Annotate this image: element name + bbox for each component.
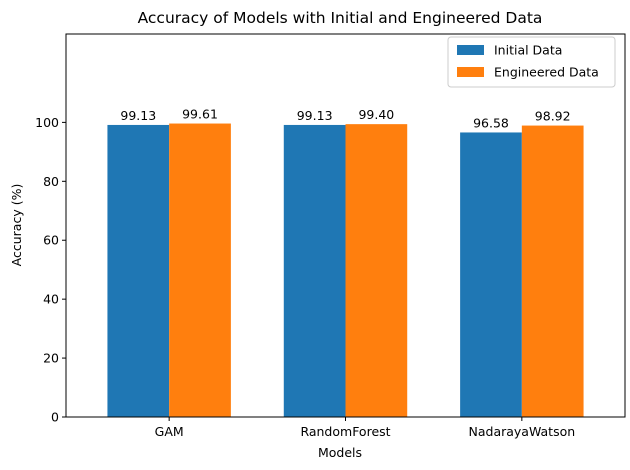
bar-engineered-data (169, 123, 231, 417)
x-tick-label: NadarayaWatson (469, 424, 576, 439)
bar-value-label: 99.13 (120, 108, 156, 123)
y-tick-label: 100 (35, 115, 59, 130)
x-tick-label: GAM (155, 424, 184, 439)
plot-area: 99.13 99.13 96.58 99.61 99.40 98.92 (107, 107, 584, 418)
y-tick-label: 0 (51, 410, 59, 425)
bar-value-label: 99.61 (182, 107, 218, 122)
y-tick-label: 80 (43, 174, 59, 189)
bar-initial-data (107, 124, 170, 418)
legend-swatch (457, 45, 484, 55)
bar-engineered-data (345, 124, 408, 417)
legend: Initial Data Engineered Data (447, 36, 616, 88)
y-axis: 0 20 40 60 80 100 (35, 115, 66, 425)
legend-swatch (457, 67, 484, 77)
bar-value-label: 99.40 (358, 107, 394, 122)
bar-initial-data (283, 124, 346, 418)
x-tick-label: RandomForest (300, 424, 390, 439)
y-tick-label: 40 (43, 292, 59, 307)
bar-value-label: 99.13 (297, 108, 333, 123)
bar-value-label: 96.58 (473, 115, 509, 130)
x-axis: GAM RandomForest NadarayaWatson (155, 417, 576, 439)
x-axis-label: Models (318, 445, 362, 460)
bar-initial-data (460, 132, 522, 418)
legend-entry: Engineered Data (494, 65, 599, 80)
chart-title: Accuracy of Models with Initial and Engi… (138, 9, 543, 27)
y-tick-label: 60 (43, 233, 59, 248)
bar-engineered-data (521, 125, 584, 417)
legend-entry: Initial Data (494, 43, 562, 58)
y-tick-label: 20 (43, 351, 59, 366)
bar-value-label: 98.92 (535, 109, 571, 124)
y-axis-label: Accuracy (%) (9, 184, 24, 267)
legend-box (447, 36, 616, 88)
